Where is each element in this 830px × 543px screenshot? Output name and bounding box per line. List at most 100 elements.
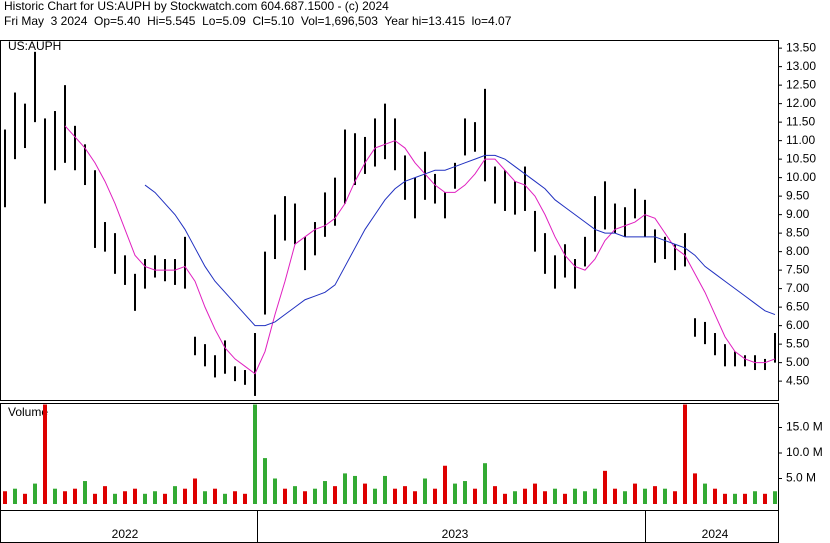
y-tick-label: 5.50 <box>786 336 810 350</box>
volume-bar <box>33 483 37 504</box>
volume-bar <box>363 483 367 504</box>
chart-title: Historic Chart for US:AUPH by Stockwatch… <box>4 0 389 13</box>
price-panel <box>0 40 779 401</box>
volume-bar <box>663 488 667 504</box>
volume-bar <box>293 486 297 504</box>
volume-bar <box>163 493 167 504</box>
volume-tick-label: 15.0 M <box>786 420 823 434</box>
y-tick-label: 10.50 <box>786 151 816 165</box>
volume-bar <box>543 491 547 504</box>
y-tick-label: 12.00 <box>786 96 816 110</box>
volume-bar <box>103 486 107 504</box>
volume-bar <box>63 491 67 504</box>
volume-bar <box>3 491 7 504</box>
volume-bar <box>433 488 437 504</box>
volume-bar <box>533 483 537 504</box>
y-tick-label: 13.50 <box>786 40 816 54</box>
quote-line: Fri May 3 2024 Op=5.40 Hi=5.545 Lo=5.09 … <box>4 14 512 28</box>
volume-bar <box>233 491 237 504</box>
volume-bar <box>153 491 157 504</box>
volume-bar <box>763 493 767 504</box>
y-tick-label: 7.50 <box>786 262 810 276</box>
volume-bar <box>513 491 517 504</box>
volume-bar <box>393 488 397 504</box>
volume-bar <box>723 493 727 504</box>
y-tick-label: 6.00 <box>786 318 810 332</box>
y-tick-label: 13.00 <box>786 59 816 73</box>
volume-bar <box>463 481 467 504</box>
volume-bar <box>683 404 687 504</box>
volume-bar <box>703 483 707 504</box>
volume-bar <box>123 491 127 504</box>
volume-bar <box>383 475 387 504</box>
x-tick-label: 2024 <box>702 527 729 541</box>
volume-bar <box>43 404 47 504</box>
volume-bar <box>303 491 307 504</box>
volume-bar <box>583 491 587 504</box>
volume-bar <box>473 488 477 504</box>
volume-bar <box>93 493 97 504</box>
volume-bar <box>523 488 527 504</box>
volume-bar <box>243 493 247 504</box>
volume-bar <box>133 488 137 504</box>
volume-bar <box>633 483 637 504</box>
volume-bar <box>693 473 697 504</box>
volume-bar <box>563 493 567 504</box>
volume-bar <box>743 493 747 504</box>
volume-bar <box>323 481 327 504</box>
volume-bar <box>223 493 227 504</box>
volume-bar <box>733 493 737 504</box>
volume-bar <box>403 486 407 504</box>
volume-tick-label: 5.0 M <box>786 471 816 485</box>
y-tick-label: 11.00 <box>786 133 815 147</box>
volume-bar <box>273 478 277 504</box>
volume-bar <box>443 465 447 504</box>
volume-bar <box>593 488 597 504</box>
symbol-label: US:AUPH <box>8 39 61 53</box>
volume-bar <box>653 486 657 504</box>
volume-bar <box>83 481 87 504</box>
volume-bar <box>23 493 27 504</box>
y-tick-label: 9.00 <box>786 207 810 221</box>
y-tick-label: 5.00 <box>786 355 810 369</box>
y-tick-label: 4.50 <box>786 373 810 387</box>
y-tick-label: 7.00 <box>786 281 810 295</box>
y-tick-label: 10.00 <box>786 170 816 184</box>
volume-bar <box>343 473 347 504</box>
volume-bar <box>213 488 217 504</box>
volume-bar <box>313 488 317 504</box>
volume-bar <box>53 488 57 504</box>
volume-bar <box>113 493 117 504</box>
volume-bar <box>483 463 487 504</box>
volume-bar <box>493 486 497 504</box>
volume-bar <box>283 488 287 504</box>
y-tick-label: 8.00 <box>786 244 810 258</box>
y-tick-label: 6.50 <box>786 299 810 313</box>
volume-bar <box>203 491 207 504</box>
volume-bar <box>183 488 187 504</box>
volume-bar <box>613 488 617 504</box>
volume-bar <box>773 491 777 504</box>
volume-bar <box>353 475 357 504</box>
volume-bar <box>623 491 627 504</box>
volume-bar <box>713 488 717 504</box>
volume-bar <box>413 491 417 504</box>
volume-bar <box>553 488 557 504</box>
volume-bar <box>173 486 177 504</box>
volume-bar <box>573 488 577 504</box>
y-tick-label: 8.50 <box>786 225 810 239</box>
volume-bar <box>603 470 607 504</box>
volume-bar <box>423 478 427 504</box>
volume-bar <box>753 491 757 504</box>
volume-tick-label: 10.0 M <box>786 445 823 459</box>
volume-bar <box>673 491 677 504</box>
moving-average <box>144 154 776 327</box>
y-tick-label: 11.50 <box>786 114 815 128</box>
x-tick-label: 2023 <box>442 527 469 541</box>
volume-bar <box>373 488 377 504</box>
volume-bar <box>143 493 147 504</box>
moving-average <box>64 125 776 375</box>
volume-label: Volume <box>8 405 48 419</box>
